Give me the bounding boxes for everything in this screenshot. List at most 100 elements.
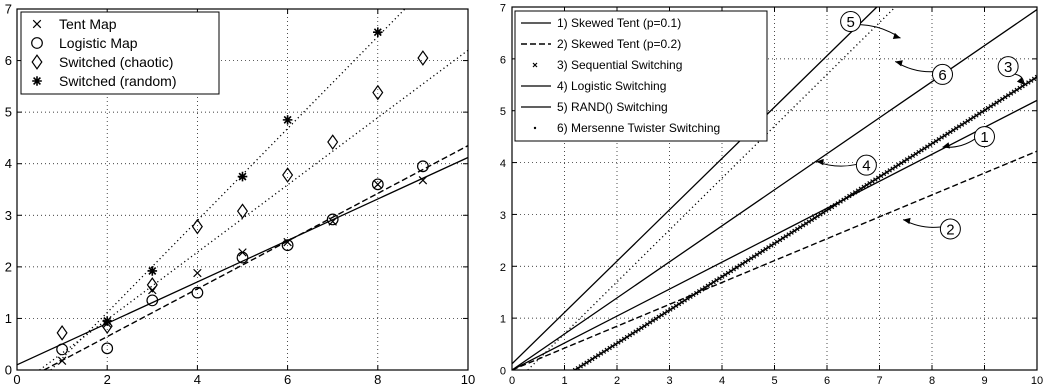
legend-marker <box>532 62 538 68</box>
data-point-circle <box>146 294 159 307</box>
series-marker <box>685 296 690 301</box>
annotation-circle <box>939 218 961 240</box>
series-marker <box>922 146 927 151</box>
series-marker <box>613 342 618 347</box>
data-point-x <box>373 180 383 189</box>
series-marker <box>662 311 667 316</box>
series-marker <box>1031 76 1037 82</box>
annotation-circle <box>932 63 953 85</box>
series-marker <box>1008 91 1014 96</box>
annotation-arrowhead <box>942 142 951 149</box>
series-marker <box>740 261 745 267</box>
series-marker <box>803 221 809 226</box>
series-marker <box>901 159 907 164</box>
series-marker <box>959 122 965 127</box>
series-marker <box>772 241 777 246</box>
data-point-circle <box>417 160 429 173</box>
legend-label: Switched (chaotic) <box>59 54 173 70</box>
data-point-star <box>102 316 112 326</box>
series-marker <box>627 332 633 338</box>
x-tick-label: 2 <box>104 372 111 387</box>
series-marker <box>965 118 970 124</box>
x-tick-label: 5 <box>771 375 777 387</box>
series-marker <box>601 349 607 354</box>
series-marker <box>979 109 985 115</box>
series-marker <box>875 175 881 180</box>
legend-marker-circle <box>31 37 43 49</box>
series-marker <box>717 276 722 281</box>
annotation-circle <box>974 126 995 148</box>
series-marker <box>861 184 866 190</box>
series-marker <box>826 206 832 212</box>
legend-label: Tent Map <box>59 16 117 32</box>
series-marker <box>630 331 635 336</box>
series-marker <box>572 367 578 370</box>
x-tick-label: 9 <box>981 375 987 387</box>
series-marker <box>844 195 849 201</box>
y-tick-label: 4 <box>500 158 506 170</box>
series-marker <box>751 254 757 259</box>
series-marker <box>873 177 878 182</box>
data-point-x <box>193 268 202 278</box>
series-marker <box>780 235 786 241</box>
data-point-star <box>373 27 383 38</box>
series-marker <box>578 364 583 369</box>
series-marker <box>647 320 653 325</box>
series-marker <box>725 270 731 276</box>
x-tick-label: 10 <box>461 372 475 387</box>
series-marker <box>769 243 774 248</box>
series-marker <box>711 279 716 285</box>
series-marker <box>595 353 601 358</box>
series-marker <box>878 173 884 179</box>
series-marker <box>821 210 826 215</box>
y-tick-label: 5 <box>5 105 12 120</box>
data-point-circle <box>326 213 339 226</box>
series-marker <box>890 166 895 171</box>
series-marker <box>670 305 676 310</box>
series-marker <box>737 263 742 268</box>
series-marker <box>994 100 999 105</box>
series-marker <box>832 202 838 208</box>
series-marker <box>907 155 913 160</box>
series-marker <box>659 312 664 318</box>
series-marker <box>936 137 942 142</box>
series-marker <box>919 148 924 153</box>
series-marker <box>575 365 581 370</box>
series-marker <box>757 250 763 256</box>
series-marker <box>855 188 861 193</box>
series-marker <box>760 248 765 254</box>
annotation-label: 3 <box>1004 59 1012 76</box>
series-marker <box>829 204 835 210</box>
series-marker <box>867 180 872 186</box>
series-marker <box>734 265 739 270</box>
x-tick-label: 2 <box>614 375 620 387</box>
data-point-star <box>282 115 293 125</box>
annotation-label: 4 <box>862 158 870 175</box>
data-point-x <box>57 356 67 365</box>
series-marker <box>847 193 852 199</box>
series-marker <box>676 301 682 307</box>
y-tick-label: 2 <box>500 262 506 274</box>
x-tick-label: 4 <box>194 372 201 387</box>
annotation-circle <box>855 154 877 176</box>
series-marker <box>616 340 621 345</box>
annotation-circle <box>997 56 1019 78</box>
series-marker <box>951 127 956 133</box>
series-marker <box>939 135 944 140</box>
series-marker <box>581 362 586 367</box>
series-marker <box>731 267 737 272</box>
series-marker <box>870 179 875 184</box>
legend-marker <box>533 126 537 130</box>
plot-frame <box>511 6 1038 371</box>
y-tick-label: 1 <box>5 311 12 326</box>
data-point-diamond <box>417 50 429 66</box>
legend-label: Switched (random) <box>59 73 177 89</box>
series-marker <box>696 289 702 294</box>
legend-box <box>514 10 768 142</box>
series-marker <box>896 162 901 168</box>
series-marker <box>746 257 751 263</box>
series-marker <box>982 107 988 113</box>
data-point-diamond <box>56 325 68 341</box>
series-marker <box>927 142 933 147</box>
